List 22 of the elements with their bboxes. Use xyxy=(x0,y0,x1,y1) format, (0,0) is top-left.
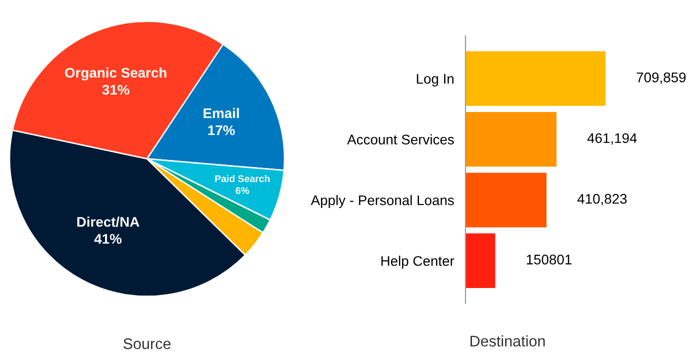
bar xyxy=(466,172,547,228)
y-tick-label: Log In xyxy=(416,74,454,87)
data-label: 150801 xyxy=(526,254,572,264)
data-label: 461,194 xyxy=(587,133,637,145)
data-label: 410,823 xyxy=(577,194,627,206)
bar xyxy=(466,112,556,167)
slice-label: Paid Search xyxy=(215,174,270,182)
data-label: 31% xyxy=(102,84,130,95)
y-tick-label: Apply - Personal Loans xyxy=(310,194,454,208)
slice-label: Organic Search xyxy=(65,67,166,80)
bar xyxy=(466,233,496,288)
text: Source xyxy=(123,338,171,350)
slice-label: Direct/NA xyxy=(77,216,140,227)
data-label: 17% xyxy=(208,125,235,136)
x-axis-title: Destination xyxy=(470,335,545,347)
data-label: 41% xyxy=(94,234,122,244)
data-label: 709,859 xyxy=(636,72,686,84)
y-tick-label: Help Center xyxy=(381,256,454,269)
data-label: 6% xyxy=(236,187,250,194)
slice-label: Email xyxy=(204,108,239,118)
bar xyxy=(466,51,606,106)
y-tick-label: Account Services xyxy=(347,134,454,144)
